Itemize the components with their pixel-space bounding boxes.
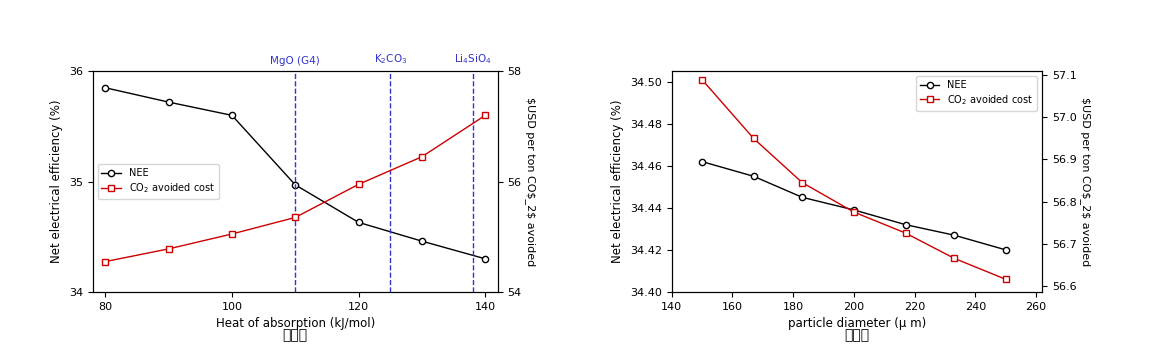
Text: MgO (G4): MgO (G4) — [271, 56, 320, 66]
Y-axis label: Net electrical efficiency (%): Net electrical efficiency (%) — [611, 100, 624, 263]
CO$_2$ avoided cost — [478, 113, 492, 117]
NEE — [98, 85, 112, 90]
Y-axis label: Net electrical efficiency (%): Net electrical efficiency (%) — [50, 100, 64, 263]
Y-axis label: $USD per ton CO$_2$ avoided: $USD per ton CO$_2$ avoided — [1079, 97, 1091, 266]
Text: Li$_4$SiO$_4$: Li$_4$SiO$_4$ — [454, 52, 491, 66]
NEE — [999, 248, 1013, 252]
NEE — [352, 220, 366, 225]
Line: CO$_2$ avoided cost: CO$_2$ avoided cost — [102, 112, 489, 265]
CO$_2$ avoided cost — [415, 155, 428, 159]
NEE — [899, 222, 913, 227]
CO$_2$ avoided cost — [796, 180, 809, 185]
Text: K$_2$CO$_3$: K$_2$CO$_3$ — [374, 52, 406, 66]
CO$_2$ avoided cost — [695, 78, 709, 82]
CO$_2$ avoided cost — [98, 260, 112, 264]
CO$_2$ avoided cost — [352, 182, 366, 187]
NEE — [288, 183, 302, 187]
NEE — [695, 159, 709, 164]
CO$_2$ avoided cost — [162, 247, 176, 251]
Legend: NEE, CO$_2$ avoided cost: NEE, CO$_2$ avoided cost — [916, 76, 1038, 111]
NEE — [947, 233, 961, 237]
NEE — [415, 239, 428, 243]
X-axis label: Heat of absorption (kJ/mol): Heat of absorption (kJ/mol) — [215, 317, 375, 330]
NEE — [225, 113, 239, 117]
CO$_2$ avoided cost — [846, 210, 860, 214]
X-axis label: particle diameter (μ m): particle diameter (μ m) — [787, 317, 926, 330]
CO$_2$ avoided cost — [747, 136, 761, 141]
Line: NEE: NEE — [102, 85, 489, 262]
Legend: NEE, CO$_2$ avoided cost: NEE, CO$_2$ avoided cost — [97, 164, 219, 199]
CO$_2$ avoided cost — [899, 231, 913, 235]
CO$_2$ avoided cost — [288, 215, 302, 220]
CO$_2$ avoided cost — [947, 256, 961, 261]
Text: （나）: （나） — [844, 328, 870, 342]
NEE — [747, 174, 761, 178]
Y-axis label: $USD per ton CO$_2$ avoided: $USD per ton CO$_2$ avoided — [525, 97, 536, 266]
Text: （가）: （가） — [283, 328, 308, 342]
CO$_2$ avoided cost — [225, 232, 239, 236]
Line: CO$_2$ avoided cost: CO$_2$ avoided cost — [699, 77, 1009, 282]
NEE — [478, 257, 492, 261]
Line: NEE: NEE — [699, 158, 1009, 253]
NEE — [846, 208, 860, 212]
NEE — [162, 100, 176, 104]
CO$_2$ avoided cost — [999, 277, 1013, 282]
NEE — [796, 195, 809, 199]
